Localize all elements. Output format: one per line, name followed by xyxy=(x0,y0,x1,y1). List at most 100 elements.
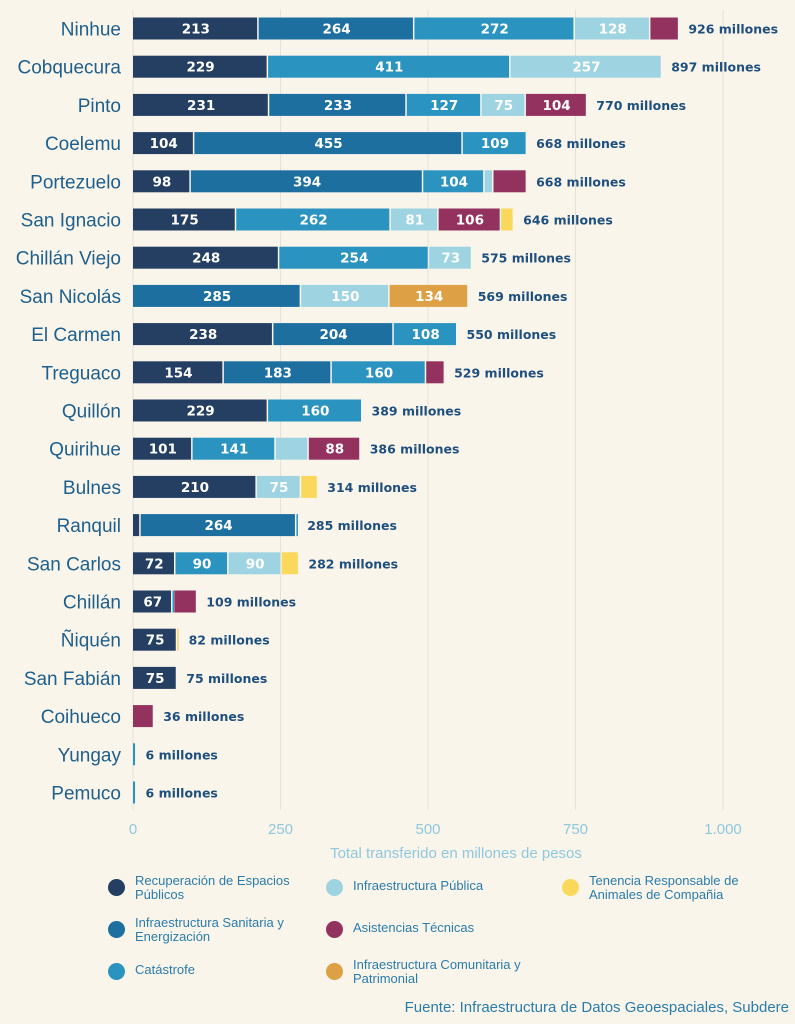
x-tick-label: 500 xyxy=(415,821,440,838)
bar-segment xyxy=(133,17,258,40)
segment-value-label: 229 xyxy=(186,60,214,76)
segment-value-label: 104 xyxy=(440,174,468,190)
segment-value-label: 257 xyxy=(572,60,600,76)
category-label: Chillán Viejo xyxy=(16,249,121,270)
segment-value-label: 72 xyxy=(145,556,164,572)
bar-segment xyxy=(268,399,362,422)
x-tick-label: 0 xyxy=(129,821,137,838)
bar-segment xyxy=(390,208,438,231)
segment-value-label: 183 xyxy=(264,365,292,381)
segment-value-label: 88 xyxy=(325,442,344,458)
bar-segment xyxy=(268,55,510,78)
category-label: Quirihue xyxy=(49,440,121,461)
segment-value-label: 272 xyxy=(481,22,509,38)
total-label: 926 millones xyxy=(688,22,778,37)
bar-segment xyxy=(133,55,267,78)
bar-segment xyxy=(133,705,153,728)
segment-value-label: 90 xyxy=(193,556,212,572)
category-label: San Carlos xyxy=(27,554,121,575)
legend-item: Infraestructura Pública xyxy=(326,874,528,896)
legend-item: Infraestructura Sanitaria y Energización xyxy=(108,916,310,944)
bar-segment xyxy=(133,284,300,307)
segment-value-label: 128 xyxy=(599,22,627,38)
legend-label: Infraestructura Sanitaria y Energización xyxy=(135,915,284,944)
bar-segment xyxy=(133,628,176,651)
bar-segment xyxy=(426,361,444,384)
segment-value-label: 229 xyxy=(186,404,214,420)
bar-segment xyxy=(133,475,256,498)
bar-segment xyxy=(574,17,649,40)
total-label: 668 millones xyxy=(536,136,626,151)
bar-segment xyxy=(501,208,513,231)
bar-segment xyxy=(133,781,136,804)
bar-segment xyxy=(133,743,136,766)
legend-swatch-sanitaria xyxy=(108,921,125,938)
bar-segment xyxy=(393,323,456,346)
legend-swatch-publica xyxy=(326,879,343,896)
bar-segment xyxy=(228,552,281,575)
segment-value-label: 81 xyxy=(405,213,424,229)
legend-swatch-asistencias xyxy=(326,921,343,938)
category-label: Yungay xyxy=(58,745,122,766)
segment-value-label: 141 xyxy=(220,442,248,458)
category-label: Portezuelo xyxy=(30,172,121,193)
bar-segment xyxy=(279,246,428,269)
segment-value-label: 262 xyxy=(299,213,327,229)
total-label: 389 millones xyxy=(372,404,462,419)
segment-value-label: 175 xyxy=(171,213,199,229)
segment-value-label: 108 xyxy=(412,327,440,343)
segment-value-label: 150 xyxy=(331,289,359,305)
total-label: 36 millones xyxy=(163,709,244,724)
x-axis-title: Total transferido en millones de pesos xyxy=(330,845,582,862)
category-label: El Carmen xyxy=(31,325,121,346)
category-label: Pinto xyxy=(78,96,121,117)
bar-segment xyxy=(174,590,196,613)
segment-value-label: 75 xyxy=(270,480,289,496)
segment-value-label: 233 xyxy=(324,98,352,114)
bar-segment xyxy=(133,666,176,689)
bar-segment xyxy=(192,437,275,460)
bar-segment xyxy=(301,284,389,307)
total-label: 575 millones xyxy=(481,251,571,266)
segment-value-label: 127 xyxy=(430,98,458,114)
segment-value-label: 411 xyxy=(375,60,403,76)
bar-segment xyxy=(481,93,525,116)
legend-item: Recuperación de Espacios Públicos xyxy=(108,874,310,902)
total-label: 6 millones xyxy=(146,786,218,801)
bar-segment xyxy=(462,132,526,155)
category-label: Quillón xyxy=(62,402,121,423)
segment-value-label: 210 xyxy=(181,480,209,496)
segment-value-label: 75 xyxy=(494,98,513,114)
legend-item: Catástrofe xyxy=(108,958,310,980)
total-label: 569 millones xyxy=(478,289,568,304)
total-label: 82 millones xyxy=(189,633,270,648)
bar-segment xyxy=(281,552,298,575)
legend-label: Tenencia Responsable de Animales de Comp… xyxy=(589,873,739,902)
segment-value-label: 106 xyxy=(456,213,484,229)
bar-segment xyxy=(133,552,174,575)
category-label: San Ignacio xyxy=(21,211,121,232)
segment-value-label: 75 xyxy=(146,633,165,649)
segment-value-label: 75 xyxy=(146,671,165,687)
segment-value-label: 455 xyxy=(314,136,342,152)
bar-segment xyxy=(133,170,190,193)
segment-value-label: 154 xyxy=(164,365,192,381)
segment-value-label: 231 xyxy=(187,98,215,114)
bar-segment xyxy=(194,132,462,155)
bar-segment xyxy=(133,514,140,537)
bar-segment xyxy=(133,437,192,460)
segment-value-label: 285 xyxy=(203,289,231,305)
bar-segment xyxy=(223,361,331,384)
total-label: 285 millones xyxy=(307,518,397,533)
segment-value-label: 73 xyxy=(441,251,460,267)
segment-value-label: 254 xyxy=(340,251,368,267)
category-label: Ninhue xyxy=(61,20,121,41)
category-label: Pemuco xyxy=(51,784,121,805)
x-tick-label: 750 xyxy=(563,821,588,838)
legend-item: Infraestructura Comunitaria y Patrimonia… xyxy=(326,958,553,986)
category-label: San Nicolás xyxy=(20,287,121,308)
bar-segment xyxy=(301,475,317,498)
total-label: 386 millones xyxy=(370,442,460,457)
segment-value-label: 264 xyxy=(204,518,232,534)
bar-segment xyxy=(273,323,393,346)
